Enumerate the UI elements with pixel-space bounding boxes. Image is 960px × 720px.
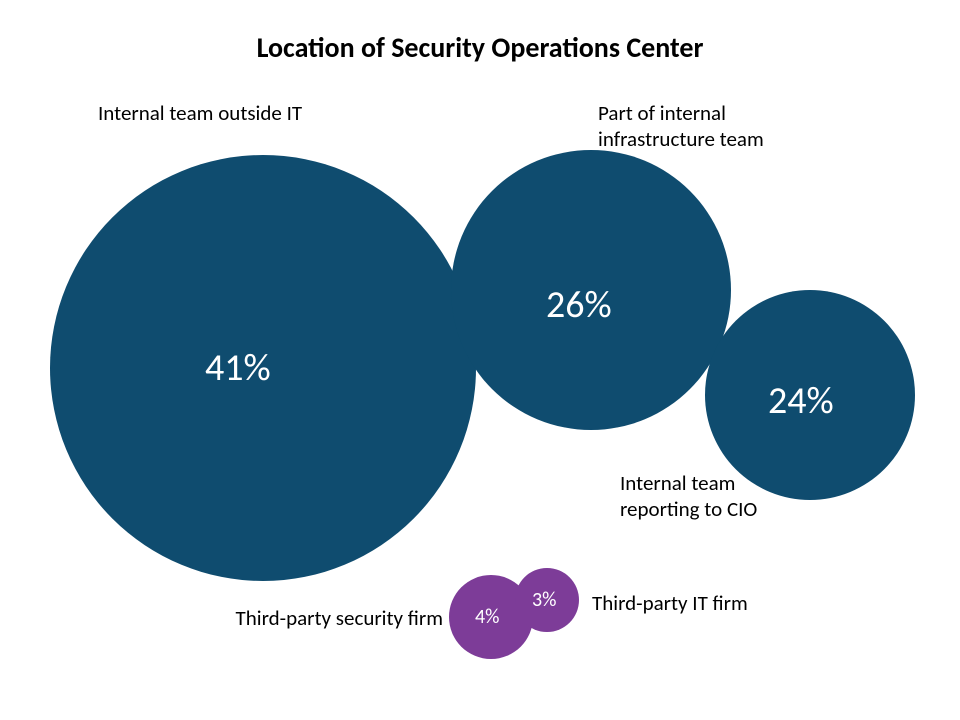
bubble-value-third-party-it: 3% (532, 588, 556, 612)
bubble-label-part-of-infra: Part of internalinfrastructure team (598, 100, 764, 153)
bubble-label-third-party-security: Third-party security firm (205, 605, 443, 631)
bubble-label-internal-outside-it: Internal team outside IT (98, 100, 302, 126)
bubble-label-third-party-it: Third-party IT firm (592, 590, 748, 616)
bubble-value-third-party-security: 4% (475, 605, 499, 629)
bubble-value-internal-outside-it: 41% (205, 345, 271, 391)
bubble-value-reporting-cio: 24% (768, 378, 834, 424)
bubble-value-part-of-infra: 26% (546, 282, 612, 328)
chart-stage: Location of Security Operations Center 4… (0, 0, 960, 720)
bubble-label-reporting-cio: Internal teamreporting to CIO (620, 470, 757, 523)
chart-title: Location of Security Operations Center (0, 30, 960, 65)
